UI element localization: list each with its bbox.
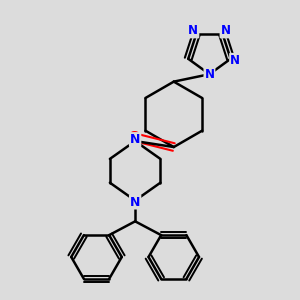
Text: N: N: [130, 133, 140, 146]
Text: N: N: [130, 196, 140, 208]
Text: N: N: [204, 68, 214, 81]
Text: O: O: [128, 130, 139, 143]
Text: N: N: [220, 24, 230, 38]
Text: N: N: [188, 24, 198, 38]
Text: N: N: [230, 54, 240, 67]
